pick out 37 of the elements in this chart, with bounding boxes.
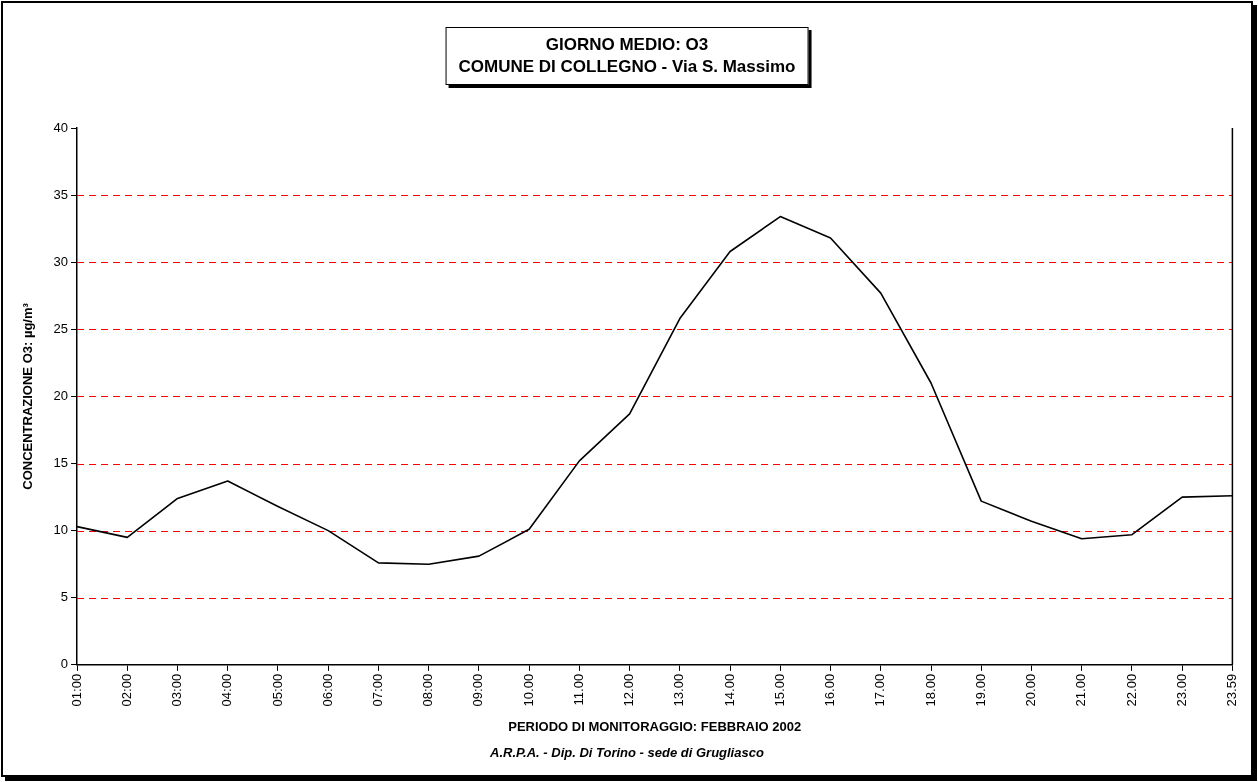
x-tick-label: 14.00 bbox=[721, 673, 737, 707]
y-tick-label: 15 bbox=[53, 455, 69, 471]
x-tick-label: 02:00 bbox=[118, 673, 134, 707]
x-tick-label: 04:00 bbox=[219, 673, 235, 707]
x-tick-label: 20.00 bbox=[1023, 673, 1039, 707]
x-tick-label: 17.00 bbox=[872, 673, 888, 707]
y-tick-label: 10 bbox=[53, 522, 69, 538]
x-tick-label: 18.00 bbox=[922, 673, 938, 707]
y-tick-label: 5 bbox=[60, 589, 69, 605]
x-tick-label: 06:00 bbox=[319, 673, 335, 707]
x-tick-label: 23.59 bbox=[1223, 673, 1239, 707]
x-axis-title: PERIODO DI MONITORAGGIO: FEBBRAIO 2002 bbox=[508, 718, 802, 734]
x-tick-label: 19.00 bbox=[972, 673, 988, 707]
x-tick-label: 07:00 bbox=[370, 673, 386, 707]
y-axis-title: CONCENTRAZIONE O3: µg/m³ bbox=[20, 302, 36, 490]
x-tick-label: 22.00 bbox=[1123, 673, 1139, 707]
y-tick-label: 40 bbox=[53, 119, 69, 135]
x-tick-label: 13.00 bbox=[671, 673, 687, 707]
y-tick-label: 35 bbox=[53, 186, 69, 202]
chart-title: GIORNO MEDIO: O3 COMUNE DI COLLEGNO - Via S. Massimo bbox=[445, 27, 809, 85]
x-tick-label: 12.00 bbox=[621, 673, 637, 707]
x-tick-label: 09:00 bbox=[470, 673, 486, 707]
x-tick-label: 03:00 bbox=[169, 673, 185, 707]
x-tick-label: 05:00 bbox=[269, 673, 285, 707]
x-tick-label: 23.00 bbox=[1173, 673, 1189, 707]
x-tick-label: 10.00 bbox=[520, 673, 536, 707]
y-tick-label: 25 bbox=[53, 320, 69, 336]
x-tick-label: 01:00 bbox=[68, 673, 84, 707]
x-tick-label: 16.00 bbox=[822, 673, 838, 707]
x-tick-label: 08:00 bbox=[420, 673, 436, 707]
y-tick-label: 20 bbox=[53, 388, 69, 404]
x-tick-label: 11.00 bbox=[570, 673, 586, 706]
x-tick-label: 21.00 bbox=[1073, 673, 1089, 707]
x-tick-label: 15.00 bbox=[771, 673, 787, 707]
y-tick-label: 0 bbox=[60, 656, 69, 672]
y-tick-label: 30 bbox=[53, 253, 69, 269]
text: A.R.P.A. - Dip. Di Torino - sede di Grugliasco bbox=[489, 745, 765, 760]
